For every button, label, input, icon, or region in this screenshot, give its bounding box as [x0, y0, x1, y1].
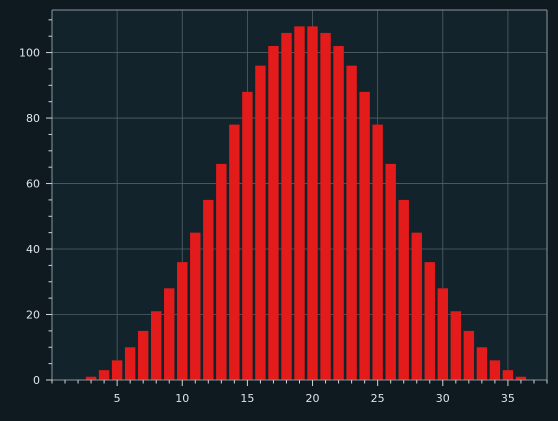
y-tick-label: 80	[26, 112, 40, 125]
bar	[359, 91, 370, 381]
y-tick-label: 20	[26, 309, 40, 322]
x-tick-label: 5	[114, 392, 121, 405]
bar	[502, 370, 514, 380]
bar	[333, 46, 344, 380]
bar	[372, 124, 383, 380]
bar	[437, 288, 448, 380]
x-tick-label: 35	[501, 392, 515, 405]
bar	[411, 232, 422, 380]
y-tick-label: 0	[33, 374, 40, 387]
bar	[203, 199, 214, 380]
bar	[476, 347, 488, 380]
bar	[85, 376, 97, 380]
x-tick-label: 20	[306, 392, 320, 405]
bar	[255, 65, 266, 380]
ticks: 5 10 15 20 25 30 35 0 20 40 60 80 100	[19, 19, 548, 405]
y-tick-label: 60	[26, 178, 40, 191]
x-tick-label: 30	[436, 392, 450, 405]
bar	[177, 262, 188, 380]
bar	[281, 32, 292, 381]
x-tick-label: 10	[175, 392, 189, 405]
bar	[164, 288, 175, 380]
bar	[385, 163, 396, 380]
bar	[398, 199, 409, 380]
bar	[294, 26, 305, 381]
x-tick-label: 25	[371, 392, 385, 405]
bar	[307, 26, 318, 381]
bars	[85, 26, 527, 381]
bar	[98, 370, 110, 380]
bar	[346, 65, 357, 380]
y-tick-label: 40	[26, 243, 40, 256]
bar	[137, 330, 149, 380]
bar	[424, 262, 435, 380]
bar	[111, 360, 123, 380]
bar	[463, 330, 475, 380]
bar	[151, 311, 162, 380]
bar	[242, 91, 253, 381]
bar	[515, 376, 527, 380]
bar	[320, 32, 331, 381]
bar	[268, 46, 279, 380]
y-tick-label: 100	[19, 47, 40, 60]
bar	[229, 124, 240, 380]
bar	[489, 360, 501, 380]
x-tick-label: 15	[240, 392, 254, 405]
bar	[216, 163, 227, 380]
bar	[450, 311, 462, 380]
bar	[124, 347, 136, 380]
bar	[190, 232, 201, 380]
